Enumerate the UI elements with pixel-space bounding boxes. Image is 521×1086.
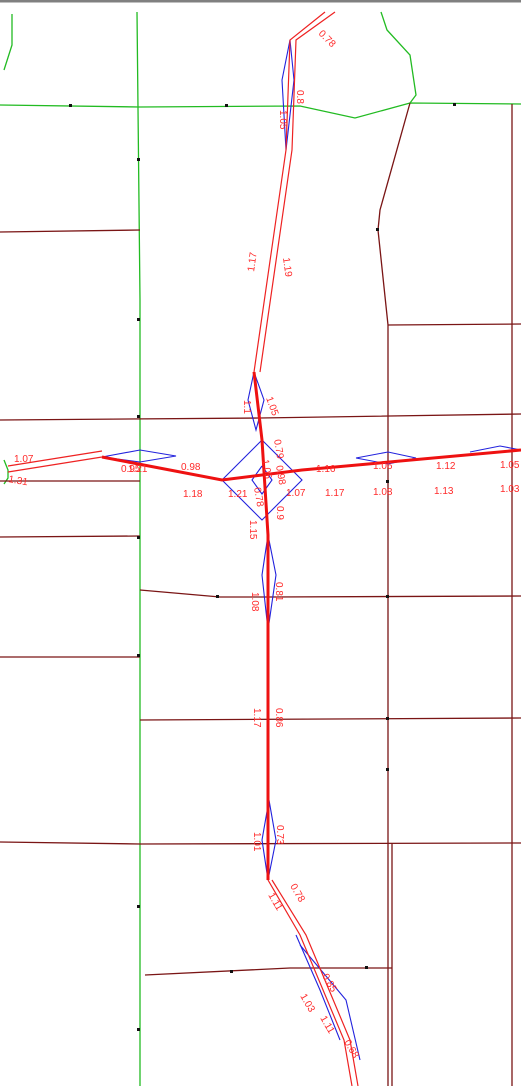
road-h-540 — [0, 535, 141, 538]
highway-west-a — [7, 450, 103, 467]
road-h-970 — [144, 967, 392, 976]
boundary-lines — [0, 11, 521, 1086]
node — [386, 595, 389, 598]
label-s-115: 1.15 — [247, 520, 258, 540]
label-nw-105: 1.05 — [263, 395, 280, 417]
boundary-horizontal-top — [0, 102, 521, 119]
label-s-101: 1.01 — [251, 832, 262, 852]
label-top-078: 0.78 — [316, 28, 338, 50]
node — [365, 966, 368, 969]
node — [69, 104, 72, 107]
interchanges — [101, 39, 521, 1061]
node — [386, 768, 389, 771]
road-ne-diagonal — [377, 102, 411, 326]
label-s-086: 0.86 — [273, 708, 284, 728]
label-s-068: 0.68 — [341, 1038, 360, 1061]
road-h-595 — [139, 589, 521, 598]
interchange-nw — [247, 371, 265, 433]
node — [453, 103, 456, 106]
node-points — [69, 103, 456, 1031]
label-c-079: 0.79 — [271, 439, 285, 461]
label-e-117: 1.17 — [325, 488, 345, 499]
label-c-09: 0.9 — [274, 506, 285, 520]
label-hw-117: 1.17 — [246, 251, 260, 272]
label-e-116: 1.16 — [316, 464, 336, 475]
label-w-098: 0.98 — [181, 462, 201, 473]
road-h-230 — [0, 229, 141, 233]
label-c-105: 1.05 — [259, 459, 273, 481]
label-top-105: 1.05 — [277, 110, 288, 130]
highway-n-s-main — [252, 371, 270, 880]
node — [230, 970, 233, 973]
node — [216, 595, 219, 598]
label-west-107: 1.07 — [14, 454, 34, 465]
label-e-105: 1.05 — [500, 460, 520, 471]
label-s-117: 1.17 — [251, 708, 262, 728]
label-c-078: 0.78 — [251, 487, 265, 509]
label-e-113: 1.13 — [434, 486, 454, 497]
highways — [7, 11, 521, 1086]
label-s-085: 0.85 — [319, 972, 338, 995]
label-top-08: 0.8 — [294, 90, 305, 104]
highway-south-a — [267, 879, 353, 1086]
highway-north-a — [253, 11, 326, 373]
highway-west-b — [7, 456, 103, 473]
node — [137, 654, 140, 657]
label-w-095: 0.95 — [121, 464, 141, 475]
label-s-078: 0.78 — [287, 882, 306, 905]
highway-e-w-main — [101, 448, 521, 482]
label-s-111: 1.11 — [265, 891, 284, 913]
label-s-103: 1.03 — [297, 992, 316, 1015]
label-c-121: 1.21 — [228, 489, 248, 500]
label-e-103: 1.03 — [500, 484, 520, 495]
node — [137, 318, 140, 321]
minor-roads — [0, 102, 521, 1086]
label-west-131: 1.31 — [7, 474, 29, 488]
node — [225, 104, 228, 107]
label-e-112: 1.12 — [436, 461, 456, 472]
interchange-south-3b — [299, 944, 361, 1061]
road-h-842 — [0, 841, 521, 845]
label-s-081: 0.81 — [273, 582, 284, 602]
label-e-106: 1.06 — [373, 461, 393, 472]
label-w-121b: 1.21 — [128, 464, 148, 475]
node — [137, 415, 140, 418]
interchange-south-3 — [295, 934, 341, 1041]
node — [137, 158, 140, 161]
highway-north-b — [259, 11, 336, 373]
interchange-east-2 — [469, 445, 521, 453]
label-c-098: 0.98 — [273, 465, 287, 487]
label-c-107: 1.07 — [286, 488, 306, 499]
label-nw-1: 1.1 — [241, 400, 252, 414]
road-h-720 — [139, 717, 521, 721]
label-s-073: 0.73 — [274, 825, 285, 845]
label-hw-119: 1.19 — [280, 257, 294, 278]
highway-south-b — [271, 879, 359, 1086]
interchange-main-diamond — [221, 439, 303, 521]
label-s-111b: 1.11 — [317, 1014, 336, 1036]
node — [137, 536, 140, 539]
road-h-325 — [387, 323, 521, 326]
node — [386, 480, 389, 483]
node — [386, 717, 389, 720]
node — [376, 228, 379, 231]
label-e-108: 1.08 — [373, 487, 393, 498]
node — [137, 1028, 140, 1031]
label-w-118: 1.18 — [183, 489, 203, 500]
label-s-108: 1.08 — [249, 592, 260, 612]
boundary-nw — [3, 14, 13, 71]
segment-labels: 0.78 1.05 0.8 1.17 1.19 1.1 1.05 1.07 1.… — [7, 28, 519, 1060]
boundary-vertical-west — [136, 11, 141, 1086]
boundary-ne — [380, 11, 417, 104]
node — [137, 905, 140, 908]
